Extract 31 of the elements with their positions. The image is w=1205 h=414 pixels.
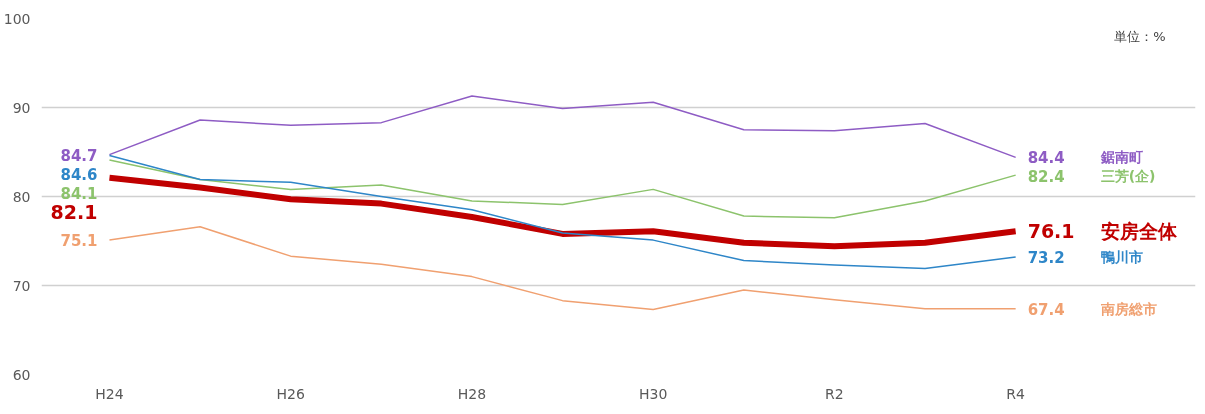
y-tick-label: 100 [3,10,31,27]
data-label: 82.4 [1027,168,1065,187]
x-tick-label: H28 [457,385,487,402]
text: 南房総市 [1099,300,1157,317]
line-series [108,95,1017,159]
line-series [108,154,1017,270]
text: 安房全体 [1100,220,1178,243]
data-label: 84.7 [60,146,98,165]
x-tick-label: H24 [95,385,124,402]
data-label: 67.4 [1027,300,1065,319]
data-label: 84.6 [60,165,98,184]
x-tick-label: R2 [825,385,844,402]
y-tick-label: 60 [12,366,31,383]
data-label: 82.1 [50,200,98,223]
line-series [108,226,1017,311]
data-label: 73.2 [1027,249,1065,268]
x-tick-label: H30 [639,385,668,402]
y-tick-label: 80 [12,188,31,205]
data-label: 84.1 [60,184,98,203]
data-label: 84.4 [1027,149,1065,168]
y-tick-label: 90 [12,99,31,116]
y-tick-label: 70 [12,277,31,294]
text: 三芳(企) [1100,168,1156,185]
text: 単位：% [1114,29,1166,44]
x-tick-label: H26 [276,385,305,402]
text: 鋸南町 [1099,149,1143,166]
data-label: 76.1 [1027,220,1075,243]
data-label: 75.1 [60,232,98,251]
line-series [108,159,1017,219]
text: 鴨川市 [1100,249,1143,266]
x-tick-label: R4 [1006,385,1026,402]
